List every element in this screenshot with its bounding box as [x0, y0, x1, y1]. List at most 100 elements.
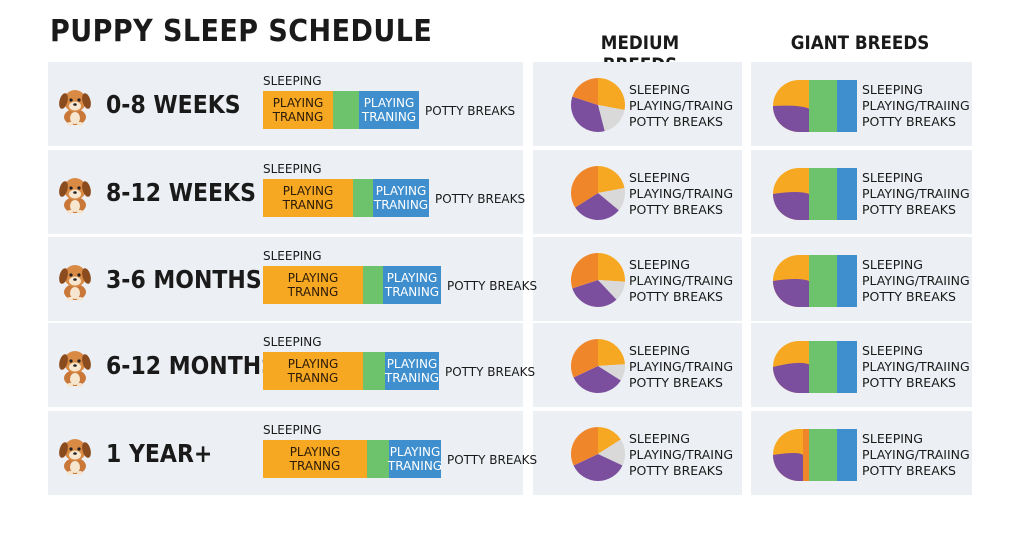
medium-breed-pie [570, 426, 626, 482]
row-panel-medium [533, 323, 742, 407]
giant-breed-bar [773, 255, 858, 307]
giant-part-2 [837, 255, 858, 307]
medium-legend-item: POTTY BREAKS [629, 202, 723, 217]
giant-part-1 [809, 255, 838, 307]
giant-breeds-header: GIANT BREEDS [790, 32, 930, 54]
puppy-eye-right [77, 273, 81, 277]
sleeping-label: SLEEPING [263, 162, 322, 176]
potty-breaks-label: POTTY BREAKS [425, 104, 516, 118]
medium-legend-item: SLEEPING [629, 257, 690, 272]
puppy-eye-right [77, 186, 81, 190]
giant-legend: SLEEPING PLAYING/TRAIING POTTY BREAKS [862, 431, 970, 479]
bar-segment-sleep: PLAYING TRANNG [263, 266, 363, 304]
puppy-paw-left [67, 383, 73, 387]
bar-segment-train: PLAYING TRANING [383, 266, 441, 304]
giant-part-1 [809, 80, 838, 132]
giant-legend-item: SLEEPING [862, 170, 923, 185]
puppy-paw-left [67, 471, 73, 475]
puppy-nose [73, 452, 77, 455]
giant-part-3 [837, 429, 858, 481]
giant-legend-item: SLEEPING [862, 257, 923, 272]
medium-breed-pie [570, 77, 626, 133]
giant-part-2 [837, 341, 858, 393]
giant-purple-wedge [773, 453, 803, 481]
schedule-bar: PLAYING TRANNG PLAYING TRANING [263, 91, 419, 129]
giant-legend: SLEEPING PLAYING/TRAIING POTTY BREAKS [862, 257, 970, 305]
giant-legend-item: SLEEPING [862, 431, 923, 446]
pie-slice-3 [570, 427, 598, 466]
medium-legend-item: PLAYING/TRAING [629, 98, 734, 113]
schedule-bar: PLAYING TRANNG PLAYING TRANING [263, 179, 429, 217]
bar-segment-sleep: PLAYING TRANNG [263, 91, 333, 129]
medium-legend: SLEEPING PLAYING/TRAING POTTY BREAKS [629, 257, 733, 305]
giant-legend-item: PLAYING/TRAIING [862, 447, 970, 462]
puppy-ear-right [82, 181, 91, 197]
puppy-paw-right [77, 210, 83, 214]
pie-slice-0 [598, 339, 625, 366]
medium-legend-item: PLAYING/TRAING [629, 447, 734, 462]
pie-slice-2 [573, 366, 621, 394]
pie-slice-0 [598, 78, 625, 111]
schedule-bar: PLAYING TRANNG PLAYING TRANING [263, 440, 442, 478]
giant-purple-wedge [773, 105, 809, 132]
puppy-eye-right [77, 359, 81, 363]
puppy-icon [55, 433, 95, 475]
bar-segment-sleep: PLAYING TRANNG [263, 179, 353, 217]
giant-legend-item: POTTY BREAKS [862, 463, 956, 478]
pie-slice-0 [598, 253, 626, 282]
pie-slice-3 [572, 78, 598, 105]
puppy-eye-left [69, 273, 73, 277]
giant-breed-bar [773, 80, 858, 132]
bar-segment-sleep: PLAYING TRANNG [263, 352, 363, 390]
bar-segment-train: PLAYING TRANING [359, 91, 419, 129]
bar-segment-play [363, 266, 383, 304]
bar-segment-play [367, 440, 389, 478]
medium-legend-item: SLEEPING [629, 82, 690, 97]
giant-purple-wedge [773, 279, 809, 307]
puppy-paw-left [67, 122, 73, 126]
medium-legend-item: SLEEPING [629, 343, 690, 358]
puppy-eye-left [69, 186, 73, 190]
potty-breaks-label: POTTY BREAKS [447, 279, 538, 293]
puppy-ear-right [82, 93, 91, 109]
puppy-eye-left [69, 98, 73, 102]
puppy-nose [73, 278, 77, 281]
age-label: 8-12 WEEKS [106, 178, 256, 207]
page-title: PUPPY SLEEP SCHEDULE [50, 14, 433, 49]
medium-legend: SLEEPING PLAYING/TRAING POTTY BREAKS [629, 343, 733, 391]
medium-legend-item: SLEEPING [629, 170, 690, 185]
giant-part-2 [837, 168, 858, 220]
sleeping-label: SLEEPING [263, 423, 322, 437]
puppy-icon [55, 345, 95, 387]
medium-breed-pie [570, 165, 626, 221]
row-panel-medium [533, 237, 742, 321]
puppy-paw-right [77, 383, 83, 387]
puppy-nose [73, 103, 77, 106]
puppy-muzzle [69, 276, 81, 286]
giant-legend-item: PLAYING/TRAIING [862, 273, 970, 288]
puppy-ear-left [59, 181, 68, 197]
bar-segment-play [363, 352, 385, 390]
giant-part-2 [809, 429, 838, 481]
pie-slice-2 [571, 96, 605, 132]
giant-part-2 [837, 80, 858, 132]
medium-legend-item: POTTY BREAKS [629, 375, 723, 390]
giant-legend-item: POTTY BREAKS [862, 375, 956, 390]
schedule-bar: PLAYING TRANNG PLAYING TRANING [263, 266, 441, 304]
giant-part-1 [803, 429, 810, 481]
puppy-chest [70, 287, 80, 299]
puppy-eye-right [77, 447, 81, 451]
puppy-paw-left [67, 297, 73, 301]
giant-legend-item: SLEEPING [862, 343, 923, 358]
puppy-ear-right [82, 268, 91, 284]
puppy-chest [70, 112, 80, 124]
puppy-muzzle [69, 450, 81, 460]
puppy-ear-right [82, 442, 91, 458]
medium-legend-item: POTTY BREAKS [629, 289, 723, 304]
giant-legend-item: SLEEPING [862, 82, 923, 97]
schedule-bar: PLAYING TRANNG PLAYING TRANING [263, 352, 439, 390]
pie-slice-1 [598, 187, 625, 211]
pie-slice-3 [570, 166, 598, 208]
bar-segment-train: PLAYING TRANING [388, 440, 442, 478]
bar-segment-train: PLAYING TRANING [373, 179, 429, 217]
